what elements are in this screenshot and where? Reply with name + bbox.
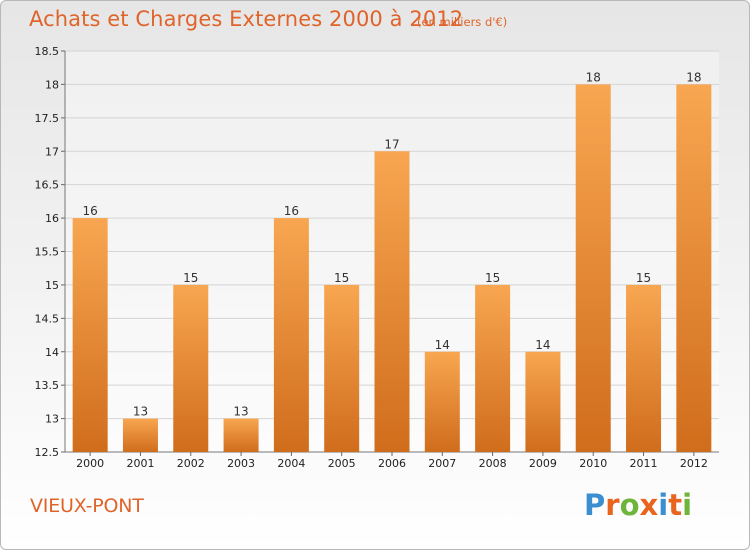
bar-2003 [223, 418, 259, 452]
y-tick-label: 14 [45, 346, 59, 359]
labels: 12.5 13 13.5 14 14.5 15 15.5 16 16.5 17 17.5 18 18.5… [35, 45, 708, 470]
bar-2005 [324, 284, 360, 452]
bar-2006 [374, 151, 410, 452]
logo-letter: o [619, 488, 640, 522]
y-tick-label: 18.5 [35, 45, 60, 58]
x-tick-label: 2006 [378, 457, 406, 470]
bar-2001 [122, 418, 158, 452]
y-tick-label: 16.5 [35, 179, 60, 192]
commune-name: VIEUX-PONT [30, 495, 144, 517]
x-tick-label: 2007 [428, 457, 456, 470]
value-label: 16 [83, 204, 98, 218]
logo-letter: P [584, 488, 606, 522]
value-label: 17 [384, 137, 399, 151]
bar-2004 [273, 218, 309, 452]
logo-letter: t [668, 488, 683, 522]
y-tick-label: 17 [45, 145, 59, 158]
logo-letter: x [639, 488, 659, 522]
bar-2002 [173, 284, 209, 452]
x-tick-label: 2011 [630, 457, 658, 470]
bar-2009 [525, 351, 561, 452]
x-tick-label: 2008 [479, 457, 507, 470]
logo-letter: i [682, 488, 693, 522]
y-tick-label: 15.5 [35, 246, 60, 259]
x-tick-label: 2002 [177, 457, 205, 470]
bars [72, 84, 712, 453]
x-tick-label: 2010 [579, 457, 607, 470]
bar-2007 [424, 351, 460, 452]
value-label: 15 [334, 271, 349, 285]
bar-2000 [72, 218, 108, 452]
y-tick-label: 13 [45, 413, 59, 426]
x-tick-label: 2000 [76, 457, 104, 470]
bar-2008 [475, 284, 511, 452]
y-tick-label: 12.5 [35, 446, 60, 459]
value-label: 18 [686, 70, 701, 84]
chart-title: Achats et Charges Externes 2000 à 2012 [29, 7, 464, 31]
logo-letter: i [658, 488, 669, 522]
x-tick-label: 2001 [126, 457, 154, 470]
x-tick-label: 2009 [529, 457, 557, 470]
unit-label: (en milliers d'€) [417, 15, 508, 29]
value-label: 15 [636, 271, 651, 285]
bar-2012 [676, 84, 712, 453]
x-tick-label: 2005 [328, 457, 356, 470]
value-label: 15 [183, 271, 198, 285]
logo-letter: r [605, 488, 620, 522]
value-label: 15 [485, 271, 500, 285]
x-tick-label: 2003 [227, 457, 255, 470]
y-tick-label: 13.5 [35, 379, 60, 392]
bar-2011 [626, 284, 662, 452]
value-label: 14 [535, 338, 550, 352]
y-tick-label: 18 [45, 78, 59, 91]
value-label: 14 [435, 338, 450, 352]
y-tick-label: 16 [45, 212, 59, 225]
y-tick-label: 17.5 [35, 112, 60, 125]
value-label: 18 [586, 70, 601, 84]
value-label: 13 [133, 405, 148, 419]
value-label: 13 [233, 405, 248, 419]
y-tick-label: 14.5 [35, 312, 60, 325]
y-tick-label: 15 [45, 279, 59, 292]
x-tick-label: 2012 [680, 457, 708, 470]
bar-2010 [575, 84, 611, 453]
proxiti-logo[interactable]: Proxiti [584, 488, 692, 522]
value-label: 16 [284, 204, 299, 218]
x-tick-label: 2004 [277, 457, 305, 470]
